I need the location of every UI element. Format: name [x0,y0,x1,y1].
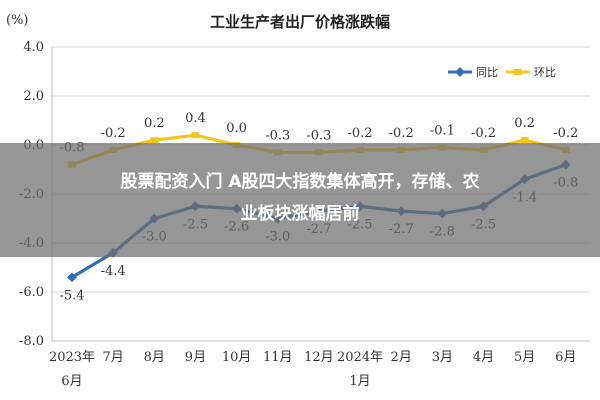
data-label: -0.1 [430,123,455,138]
x-tick-label: 2024年 [337,350,383,365]
data-label: 0.2 [144,116,165,131]
x-tick-label-line-2: 1月 [349,374,370,389]
legend: 同比 环比 [448,66,556,79]
data-label: -0.2 [553,126,578,141]
chart-title: 工业生产者出厂价格涨跌幅 [210,13,390,31]
data-label: -0.2 [101,126,126,141]
data-label: -0.2 [471,126,496,141]
data-label: -0.3 [265,128,290,143]
overlay-banner [0,143,600,257]
x-tick-label: 12月 [304,350,334,365]
overlay-headline-line-2: 业板块涨幅居前 [240,204,360,224]
y-tick-label: -6.0 [19,285,44,300]
axes: 4.02.00.0-2.0-4.0-6.0-8.02023年6月7月8月9月10… [19,40,590,389]
data-label: -0.2 [348,126,373,141]
x-tick-label: 9月 [185,350,206,365]
y-axis-unit-label: (%) [6,13,29,28]
data-label: -5.4 [59,288,84,303]
overlay-headline-line-1: 股票配资入门 A股四大指数集体高开，存储、农 [120,172,480,192]
data-point [520,137,529,144]
data-label: 0.4 [185,111,206,126]
data-label: 0.0 [226,121,247,136]
x-tick-label: 3月 [432,350,453,365]
y-tick-label: -8.0 [19,334,44,349]
data-label: 0.2 [514,116,535,131]
x-tick-label: 6月 [555,350,576,365]
y-tick-label: 4.0 [23,40,44,55]
data-label: -4.4 [101,264,126,279]
y-tick-label: 2.0 [23,89,44,104]
data-label: -0.3 [306,128,331,143]
legend-label-mom: 环比 [534,66,556,79]
x-tick-label: 4月 [473,350,494,365]
data-label: -0.2 [389,126,414,141]
x-tick-label: 5月 [514,350,535,365]
x-tick-label-line-2: 6月 [61,374,82,389]
legend-label-yoy: 同比 [476,66,498,79]
x-tick-label: 7月 [103,350,124,365]
x-tick-label: 8月 [144,350,165,365]
data-point [150,137,159,144]
x-tick-label: 2023年 [49,350,95,365]
x-tick-label: 2月 [391,350,412,365]
data-point [191,132,200,139]
legend-marker-mom [514,69,522,75]
x-tick-label: 11月 [263,350,293,365]
x-tick-label: 10月 [222,350,252,365]
